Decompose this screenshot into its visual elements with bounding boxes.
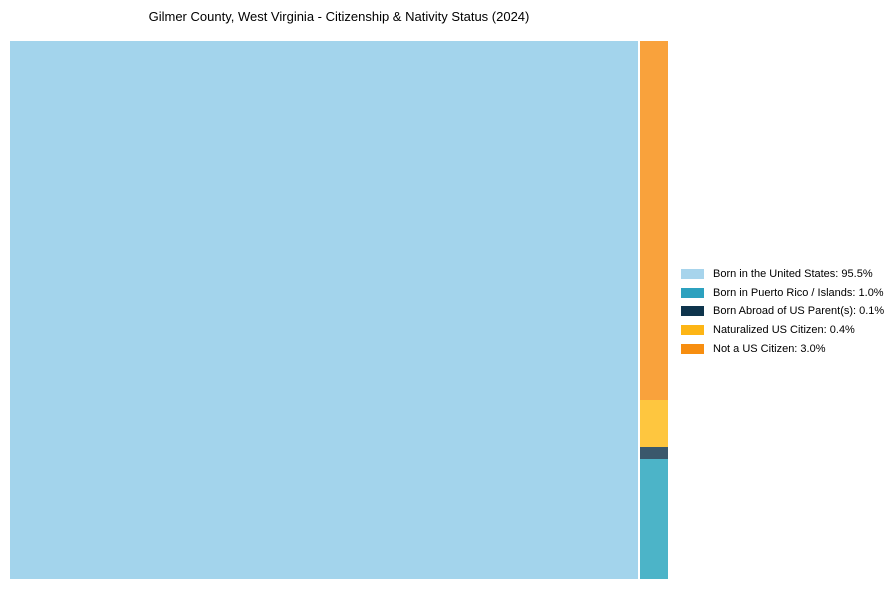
chart-title: Gilmer County, West Virginia - Citizensh… (148, 9, 530, 24)
legend-swatch-not-a-us-citizen (681, 343, 704, 354)
legend-label: Born Abroad of US Parent(s): 0.1% (713, 305, 885, 318)
treemap-tile-born-in-the-united-states[interactable] (10, 41, 638, 579)
legend-item-naturalized-us-citizen[interactable]: Naturalized US Citizen: 0.4% (681, 321, 884, 340)
treemap-tile-born-abroad-of-us-parent-s[interactable] (640, 447, 668, 460)
legend-swatch-born-in-puerto-rico-islands (681, 287, 704, 298)
legend-swatch-born-in-the-united-states (681, 269, 704, 280)
legend-swatch-naturalized-us-citizen (681, 325, 704, 336)
treemap-minor-column (640, 41, 668, 579)
treemap-tile-naturalized-us-citizen[interactable] (640, 399, 668, 448)
legend-item-born-abroad-of-us-parent-s[interactable]: Born Abroad of US Parent(s): 0.1% (681, 302, 884, 321)
legend: Born in the United States: 95.5% Born in … (681, 265, 884, 358)
treemap-plot-area (10, 41, 668, 579)
legend-item-born-in-the-united-states[interactable]: Born in the United States: 95.5% (681, 265, 884, 284)
legend-swatch-born-abroad-of-us-parent-s (681, 306, 704, 317)
legend-label: Born in the United States: 95.5% (713, 268, 873, 281)
legend-item-born-in-puerto-rico-islands[interactable]: Born in Puerto Rico / Islands: 1.0% (681, 284, 884, 303)
treemap-tile-born-in-puerto-rico-islands[interactable] (640, 459, 668, 579)
treemap-tile-not-a-us-citizen[interactable] (640, 41, 668, 400)
legend-label: Born in Puerto Rico / Islands: 1.0% (713, 286, 884, 299)
legend-label: Naturalized US Citizen: 0.4% (713, 324, 855, 337)
legend-label: Not a US Citizen: 3.0% (713, 342, 826, 355)
legend-item-not-a-us-citizen[interactable]: Not a US Citizen: 3.0% (681, 339, 884, 358)
